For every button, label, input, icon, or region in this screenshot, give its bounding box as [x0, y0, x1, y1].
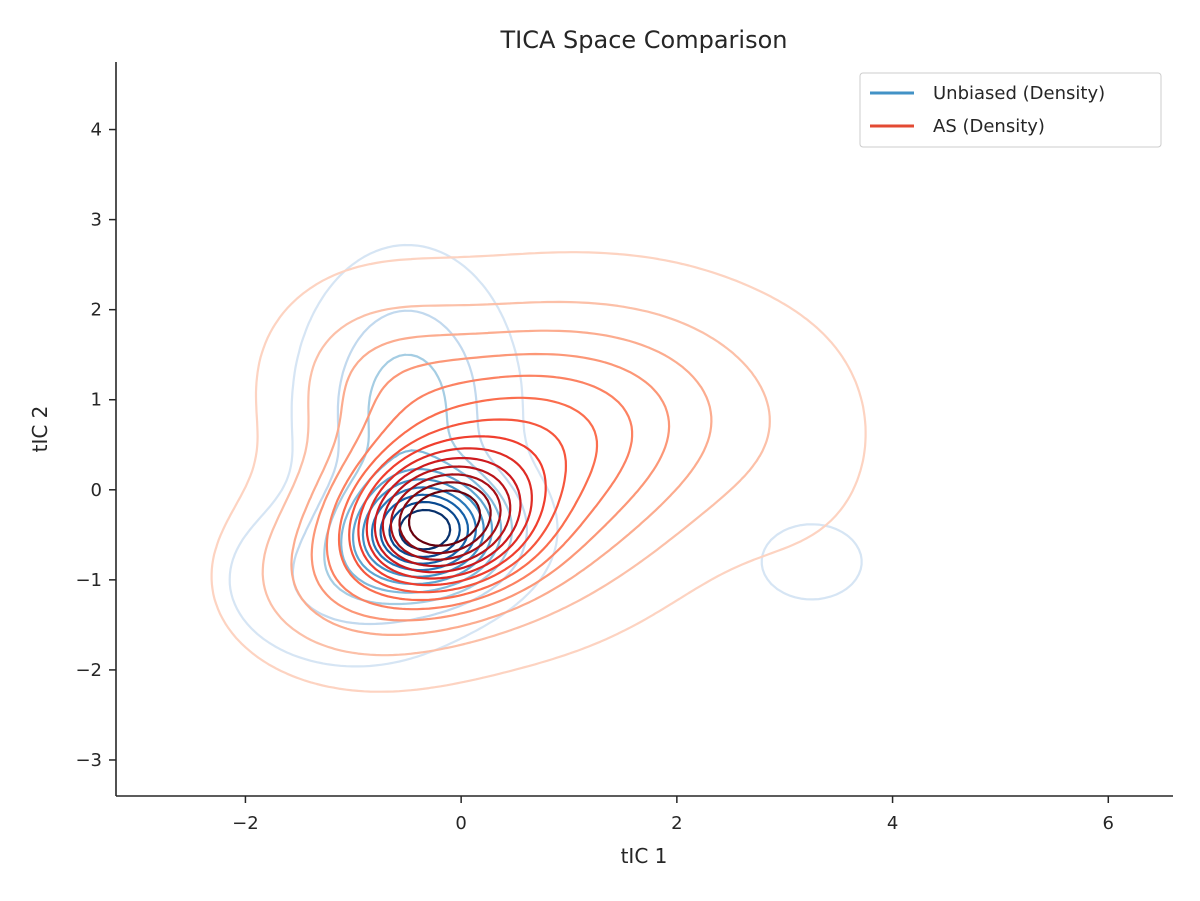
chart-title: TICA Space Comparison	[499, 26, 787, 54]
contour-level	[373, 456, 522, 574]
contour-series-unbiased	[228, 243, 863, 668]
y-tick-label: 1	[91, 390, 102, 411]
legend-box	[859, 72, 1162, 148]
x-tick-label: 2	[671, 813, 682, 834]
y-tick-label: −2	[75, 660, 102, 681]
contour-level	[261, 300, 771, 657]
contour-level	[398, 508, 452, 551]
y-tick-label: −3	[75, 750, 102, 771]
y-tick-label: 0	[91, 480, 102, 501]
y-tick-label: −1	[75, 570, 102, 591]
y-tick-label: 2	[91, 300, 102, 321]
x-axis-label: tIC 1	[621, 844, 668, 868]
contour-level	[381, 465, 512, 568]
contour-level	[348, 418, 567, 594]
contour-level	[310, 352, 671, 622]
legend: Unbiased (Density) AS (Density)	[859, 72, 1162, 148]
contour-level	[408, 489, 482, 547]
contour-level	[379, 493, 470, 565]
contour-level	[389, 473, 502, 561]
y-tick-label: 4	[91, 120, 102, 141]
x-tick-label: 4	[887, 813, 898, 834]
contour-level	[290, 329, 713, 636]
contour-level	[398, 481, 492, 555]
x-tick-label: 0	[455, 813, 466, 834]
y-axis-ticks: −3 −2 −1 0 1 2 3 4	[75, 120, 116, 771]
contour-level	[352, 467, 494, 586]
contour-level	[365, 447, 533, 580]
x-axis-ticks: −2 0 2 4 6	[232, 796, 1114, 834]
y-axis-label: tIC 2	[28, 406, 52, 453]
x-tick-label: −2	[232, 813, 259, 834]
contour-level	[325, 374, 634, 611]
contour-level	[357, 435, 547, 587]
contour-plot	[210, 243, 867, 693]
legend-label-unbiased: Unbiased (Density)	[933, 83, 1105, 104]
contour-level	[210, 251, 867, 693]
x-tick-label: 6	[1103, 813, 1114, 834]
contour-series-as	[210, 251, 867, 693]
y-tick-label: 3	[91, 210, 102, 231]
contour-level	[337, 396, 599, 602]
legend-label-as: AS (Density)	[933, 116, 1045, 137]
contour-level	[291, 309, 528, 626]
contour-level	[228, 243, 863, 668]
